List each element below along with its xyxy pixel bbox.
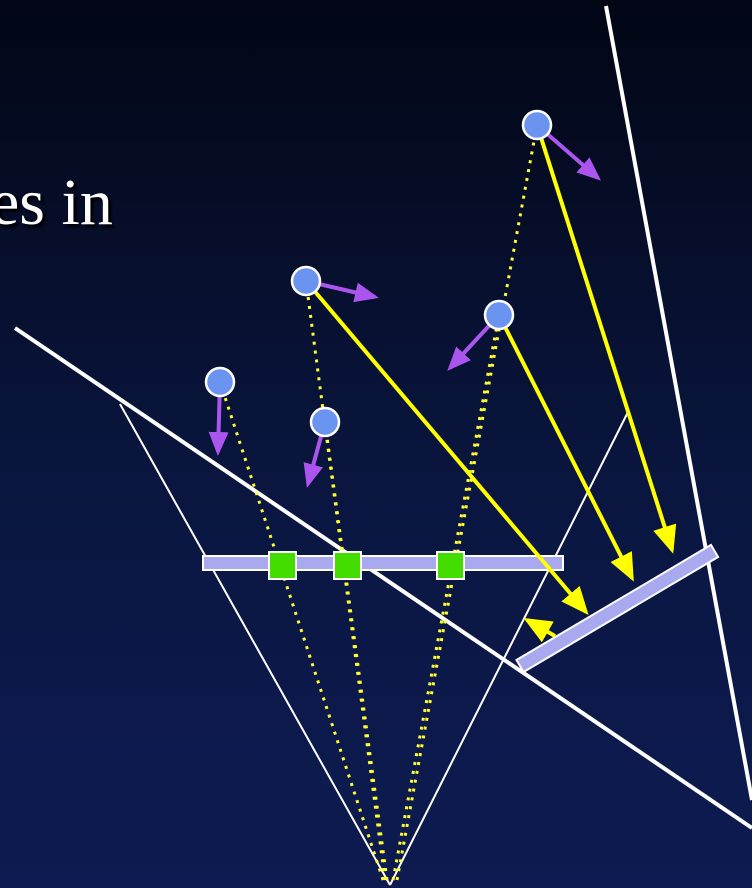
wall-line-right (604, 5, 752, 801)
flow-arrow (523, 618, 556, 643)
flow-arrows (304, 124, 677, 643)
second-image-plane-bar (515, 543, 720, 674)
wall-line-diagonal (13, 326, 752, 830)
flow-arrow (535, 124, 677, 554)
world-point-marker (483, 299, 515, 331)
projection-line-4 (391, 314, 501, 881)
flow-arrow (304, 279, 589, 616)
projected-point-marker (268, 551, 297, 580)
projection-line-1 (218, 381, 385, 881)
flow-arrow (497, 314, 634, 582)
world-point-marker (290, 265, 322, 297)
projected-point-marker (436, 551, 465, 580)
projection-lines (218, 124, 539, 881)
world-point-marker (309, 406, 341, 438)
projection-line-3 (304, 280, 387, 881)
motion-arrows (208, 123, 602, 488)
world-points (204, 109, 553, 438)
projected-point-marker (333, 551, 362, 580)
world-point-marker (204, 366, 236, 398)
projection-line-2 (323, 421, 389, 881)
projection-line-5 (395, 124, 539, 881)
frustum-left-edge (119, 403, 391, 886)
image-plane-bar (202, 555, 564, 571)
world-point-marker (521, 109, 553, 141)
slide-title-fragment: es in (0, 166, 113, 239)
frustum-right-edge (389, 411, 629, 886)
